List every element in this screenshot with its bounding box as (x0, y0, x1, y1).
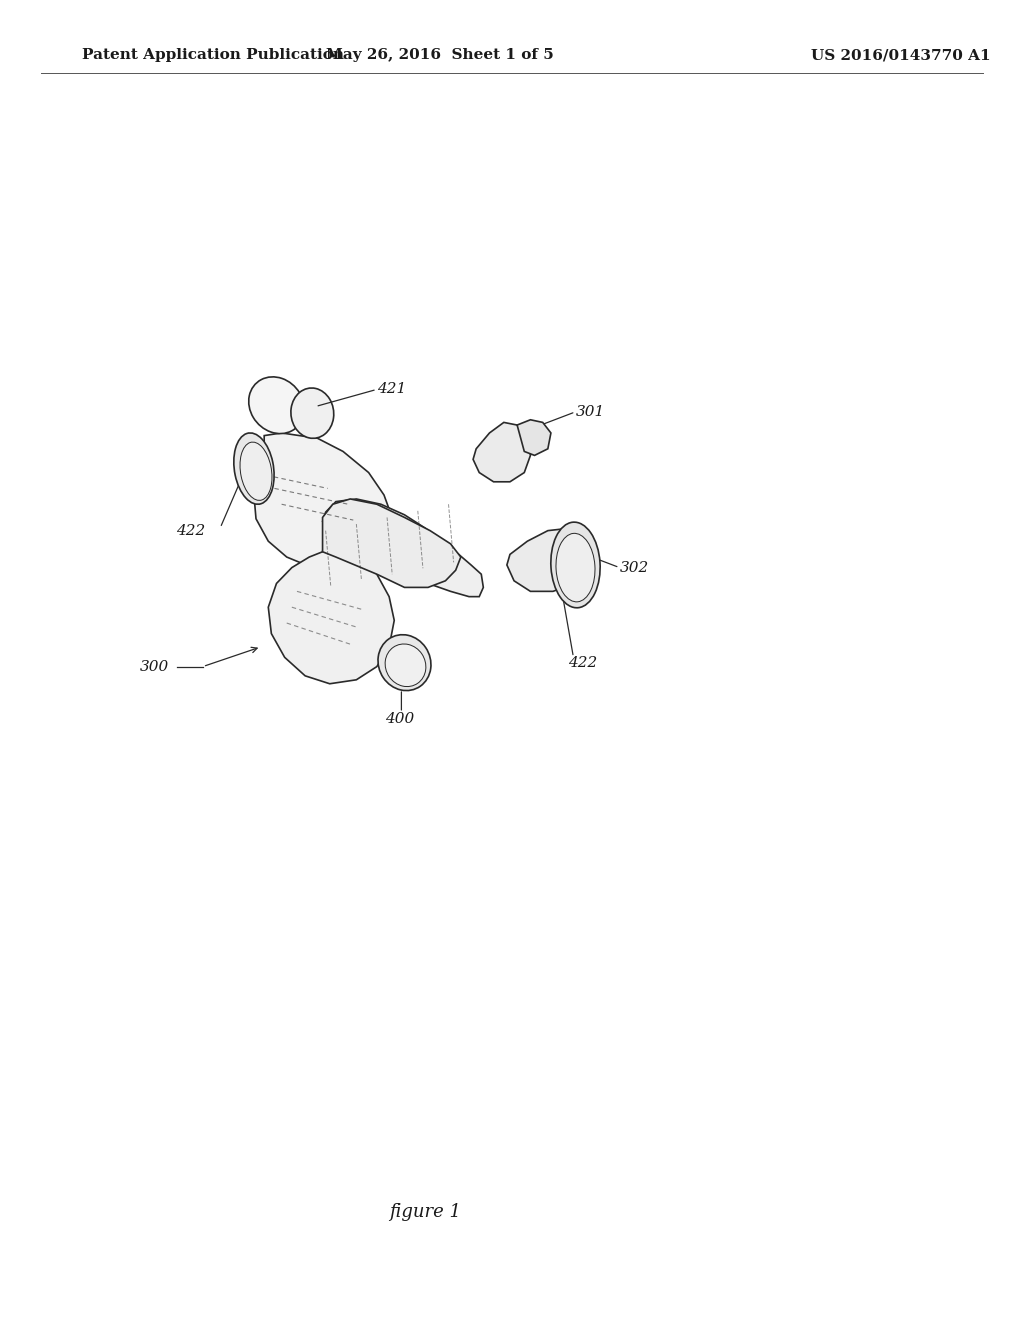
Text: figure 1: figure 1 (389, 1203, 461, 1221)
Text: 421: 421 (377, 383, 407, 396)
Text: 422: 422 (568, 656, 598, 669)
Polygon shape (517, 420, 551, 455)
Polygon shape (323, 499, 483, 597)
Ellipse shape (378, 635, 431, 690)
Text: 300: 300 (139, 660, 169, 673)
Polygon shape (323, 499, 461, 587)
Text: US 2016/0143770 A1: US 2016/0143770 A1 (811, 49, 991, 62)
Ellipse shape (291, 388, 334, 438)
Text: 422: 422 (175, 524, 205, 537)
Ellipse shape (551, 523, 600, 607)
Ellipse shape (233, 433, 274, 504)
Text: 302: 302 (620, 561, 649, 574)
Ellipse shape (556, 533, 595, 602)
Text: 400: 400 (385, 713, 414, 726)
Polygon shape (268, 528, 394, 684)
Ellipse shape (249, 378, 304, 433)
Ellipse shape (240, 442, 272, 500)
Text: May 26, 2016  Sheet 1 of 5: May 26, 2016 Sheet 1 of 5 (327, 49, 554, 62)
Text: 301: 301 (575, 405, 605, 418)
Polygon shape (473, 422, 530, 482)
Ellipse shape (385, 644, 426, 686)
Polygon shape (507, 528, 596, 591)
Text: Patent Application Publication: Patent Application Publication (82, 49, 344, 62)
Polygon shape (254, 433, 391, 570)
